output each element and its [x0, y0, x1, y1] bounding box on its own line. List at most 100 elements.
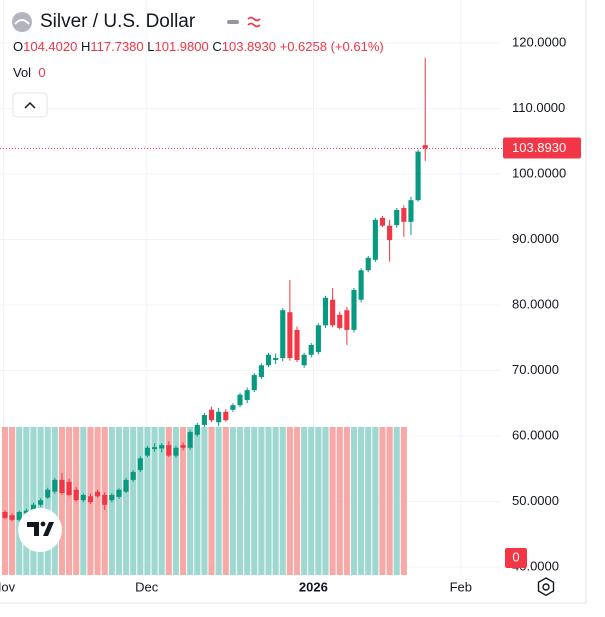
high-label: H [80, 39, 91, 54]
y-tick-label: 80.0000 [512, 296, 559, 311]
symbol-icon-mark [14, 19, 30, 25]
candle-body [59, 479, 65, 493]
candle-body [387, 225, 393, 241]
settings-icon-center[interactable] [542, 583, 550, 591]
volume-bar [58, 427, 66, 575]
y-tick-label: 120.0000 [512, 34, 566, 49]
last-volume-label: 0 [512, 549, 519, 564]
volume-bar [16, 427, 23, 575]
candle-body [208, 409, 215, 421]
x-tick-label: Nov [0, 579, 16, 594]
candle-body [422, 145, 428, 149]
volume-pane [1, 427, 407, 575]
volume-bar [201, 427, 208, 575]
candle-body [123, 479, 129, 492]
volume-bar [272, 427, 279, 575]
volume-bar [9, 427, 16, 575]
low-label: L [147, 39, 155, 54]
candle-body [216, 411, 222, 423]
status-dash [227, 20, 239, 24]
settings-icon[interactable] [537, 577, 555, 597]
collapse-chevron[interactable] [24, 101, 36, 109]
candle-body [173, 447, 179, 456]
y-tick-label: 60.0000 [512, 427, 559, 442]
candle-body [365, 257, 371, 271]
volume-bar [144, 427, 151, 575]
y-tick-label: 90.0000 [512, 231, 559, 246]
volume-bar [115, 427, 123, 575]
volume-bar [1, 427, 9, 575]
close-value: 103.8930 [221, 39, 276, 54]
candle-body [330, 299, 336, 326]
volume-bar [393, 427, 400, 575]
candle-body [180, 445, 186, 448]
volume-bar [94, 427, 101, 575]
candle-body [322, 297, 329, 326]
y-tick-label: 70.0000 [512, 362, 559, 377]
collapse-button[interactable] [12, 92, 48, 118]
candle-body [9, 515, 15, 520]
high-value: 117.7380 [90, 39, 144, 54]
candle-body [95, 491, 101, 497]
low-value: 101.9800 [154, 39, 209, 54]
candle-body [38, 500, 44, 505]
candle-body [73, 489, 79, 501]
volume-value: 0 [38, 65, 46, 80]
logo-mark [27, 522, 54, 536]
candle-body [109, 494, 115, 501]
volume-bar [66, 427, 73, 575]
last-price-label: 103.8930 [512, 140, 566, 155]
candle-body [301, 354, 307, 366]
volume-bar [123, 427, 130, 575]
candle-body [87, 496, 94, 503]
volume-bar [372, 427, 379, 575]
candle-body [315, 325, 321, 353]
ohlc-legend: O104.4020 H117.7380 L101.9800 C103.8930 … [13, 39, 384, 54]
volume-bar [358, 427, 365, 575]
volume-label: Vol [13, 65, 32, 80]
x-tick-label: Dec [135, 579, 159, 594]
last-volume-box [505, 548, 527, 568]
volume-bar [179, 427, 187, 575]
candle-body [159, 445, 165, 449]
plot [2, 57, 428, 522]
symbol-title: Silver / U.S. Dollar [40, 11, 196, 32]
volume-bar [222, 427, 229, 575]
close-label: C [212, 39, 222, 54]
candle-body [45, 489, 51, 498]
symbol-icon [12, 12, 32, 32]
candle-body [265, 354, 272, 366]
candle-body [66, 481, 72, 495]
candle-body [337, 314, 343, 328]
candle-body [351, 289, 357, 330]
change-percent: (+0.61%) [330, 39, 384, 54]
candle-body [394, 210, 400, 226]
candle-body [294, 329, 300, 361]
candle-body [151, 447, 158, 450]
candle-body [258, 365, 264, 378]
candle-body [52, 479, 58, 492]
y-tick-label: 110.0000 [512, 100, 565, 115]
candle-body [415, 151, 421, 201]
candle-body [80, 494, 86, 501]
candle-body [201, 415, 207, 425]
candle-body [408, 200, 414, 222]
volume-bar [265, 427, 272, 575]
settings-button[interactable] [537, 577, 555, 597]
candle-body [251, 375, 257, 391]
axes: 40.000050.000060.000070.000080.000090.00… [0, 34, 581, 594]
open-value: 104.4020 [23, 39, 78, 54]
candle-body [287, 312, 293, 359]
open-label: O [13, 39, 24, 54]
volume-bar [30, 427, 37, 575]
volume-bar [329, 427, 336, 575]
volume-bar [137, 427, 144, 575]
volume-bar [286, 427, 293, 575]
candle-body [130, 472, 136, 480]
volume-bar [308, 427, 315, 575]
candle-body [401, 208, 407, 222]
candle-body [2, 511, 8, 518]
candle-body [280, 310, 286, 359]
